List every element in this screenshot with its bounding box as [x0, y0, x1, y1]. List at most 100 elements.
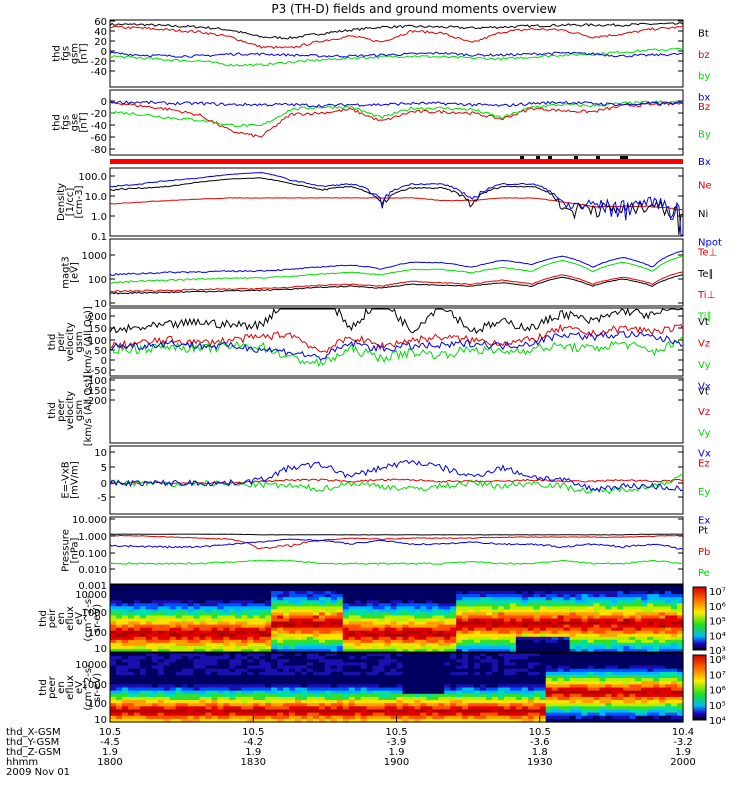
- spectro-cell: [509, 618, 517, 623]
- spectro-cell: [456, 674, 463, 679]
- spectro-cell: [629, 624, 636, 629]
- spectro-cell: [545, 715, 553, 720]
- spectro-cell: [169, 615, 177, 620]
- spectro-cell: [456, 659, 463, 664]
- spectro-cell: [617, 621, 624, 626]
- spectro-cell: [438, 718, 445, 723]
- spectro-cell: [217, 642, 225, 647]
- spectro-cell: [402, 585, 410, 589]
- spectro-cell: [348, 659, 356, 664]
- spectro-cell: [265, 690, 272, 695]
- spectro-cell: [247, 665, 254, 670]
- spectro-cell: [151, 633, 159, 638]
- ylabel-line: peir: [47, 608, 58, 628]
- spectro-cell: [301, 718, 308, 723]
- spectro-cell: [515, 594, 523, 598]
- spectro-cell: [659, 671, 666, 676]
- spectro-cell: [306, 684, 314, 689]
- spectro-cell: [420, 665, 427, 670]
- spectro-cell: [402, 588, 410, 592]
- spectro-cell: [414, 684, 421, 689]
- spectro-cell: [647, 630, 654, 635]
- spectro-cell: [229, 642, 236, 647]
- spectro-cell: [629, 621, 636, 626]
- spectro-cell: [426, 603, 433, 607]
- spectro-cell: [492, 606, 499, 610]
- spectro-cell: [187, 624, 195, 629]
- panel-frame: [109, 584, 684, 653]
- spectro-cell: [432, 648, 439, 653]
- spectro-cell: [408, 615, 416, 620]
- spectro-cell: [515, 656, 523, 660]
- spectro-cell: [372, 678, 380, 682]
- spectro-cell: [336, 642, 344, 647]
- spectro-cell: [551, 678, 559, 682]
- spectro-cell: [677, 678, 684, 682]
- spectro-cell: [205, 653, 213, 657]
- spectro-cell: [271, 591, 278, 595]
- spectro-cell: [289, 621, 296, 626]
- spectro-cell: [301, 585, 308, 589]
- spectro-cell: [480, 706, 487, 711]
- spectro-cell: [378, 653, 386, 657]
- spectro-cell: [641, 597, 648, 601]
- spectro-cell: [587, 665, 595, 670]
- spectro-cell: [557, 621, 565, 626]
- spectro-cell: [545, 639, 553, 644]
- spectro-cell: [599, 656, 607, 660]
- spectro-cell: [139, 633, 147, 638]
- spectro-cell: [247, 648, 254, 653]
- spectro-cell: [474, 659, 481, 664]
- spectro-cell: [509, 591, 517, 595]
- spectro-cell: [617, 648, 624, 653]
- spectro-cell: [229, 709, 236, 714]
- spectro-cell: [569, 633, 577, 638]
- spectro-cell: [312, 603, 320, 607]
- colorbar-label: 10³: [709, 646, 726, 657]
- spectro-cell: [503, 639, 511, 644]
- spectro-cell: [432, 627, 439, 632]
- spectro-cell: [402, 700, 410, 704]
- spectro-cell: [229, 700, 236, 704]
- spectro-cell: [110, 648, 117, 653]
- spectro-cell: [414, 600, 421, 604]
- spectro-cell: [199, 645, 207, 650]
- spectro-cell: [378, 642, 386, 647]
- spectro-cell: [438, 591, 445, 595]
- spectro-cell: [199, 585, 207, 589]
- spectro-cell: [396, 627, 404, 632]
- spectro-cell: [533, 648, 541, 653]
- spectro-cell: [127, 709, 135, 714]
- spectro-cell: [438, 621, 445, 626]
- spectro-cell: [175, 627, 183, 632]
- legend-entry: bx: [698, 92, 710, 103]
- spectro-cell: [318, 674, 326, 679]
- spectro-cell: [253, 715, 260, 720]
- spectro-cell: [277, 624, 284, 629]
- spectro-cell: [217, 615, 225, 620]
- spectro-cell: [163, 703, 171, 707]
- spectro-cell: [324, 706, 332, 711]
- spectro-cell: [241, 648, 248, 653]
- spectro-cell: [450, 591, 457, 595]
- legend-entry: Ez: [698, 458, 710, 469]
- spectro-cell: [115, 588, 123, 592]
- spectro-cell: [306, 597, 314, 601]
- spectro-cell: [599, 659, 607, 664]
- spectro-cell: [366, 648, 374, 653]
- spectro-cell: [241, 662, 248, 667]
- spectro-cell: [677, 715, 684, 720]
- spectro-cell: [521, 690, 529, 695]
- spectro-cell: [480, 674, 487, 679]
- spectro-cell: [157, 653, 165, 657]
- spectro-cell: [677, 621, 684, 626]
- spectro-cell: [283, 627, 290, 632]
- spectro-cell: [509, 588, 517, 592]
- flag-mark: [536, 156, 540, 159]
- spectro-cell: [139, 690, 147, 695]
- y-tick-label: -50: [91, 366, 107, 377]
- spectro-cell: [330, 639, 338, 644]
- spectro-cell: [378, 696, 386, 701]
- spectro-cell: [533, 665, 541, 670]
- spectro-cell: [617, 591, 624, 595]
